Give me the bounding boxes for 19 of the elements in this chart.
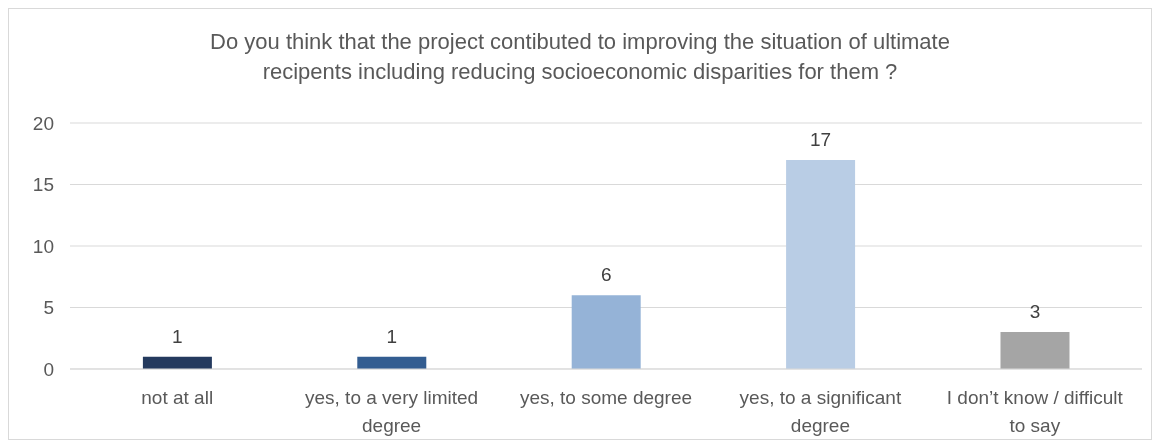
x-tick-label: I don’t know / difficult to say xyxy=(946,387,1124,437)
data-label: 6 xyxy=(600,264,612,286)
y-tick-label: 0 xyxy=(43,358,54,380)
chart-title: Do you think that the project contibuted to improving the situation of ultimate recipents including reducing socioeconomic disparities for them ? xyxy=(209,28,951,86)
x-tick-label: yes, to a significant degree xyxy=(739,387,902,437)
x-tick-label: yes, to a very limited degree xyxy=(305,387,479,437)
y-tick-label: 15 xyxy=(32,174,54,196)
x-tick-label: yes, to some degree xyxy=(519,387,693,409)
y-tick-label: 5 xyxy=(43,297,54,319)
data-label: 1 xyxy=(172,325,183,347)
data-label: 3 xyxy=(1029,301,1041,323)
y-tick-label: 20 xyxy=(32,112,54,134)
y-tick-label: 10 xyxy=(32,235,54,257)
bar xyxy=(571,295,641,369)
x-tick-label: not at all xyxy=(141,387,214,409)
bar xyxy=(1000,332,1070,369)
bar xyxy=(786,159,856,369)
data-label: 1 xyxy=(386,325,398,347)
data-label: 17 xyxy=(810,128,832,150)
